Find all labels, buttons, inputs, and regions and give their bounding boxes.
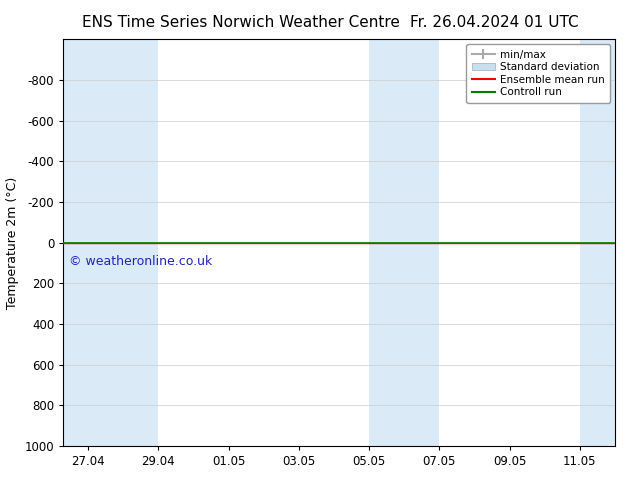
Bar bbox=[369, 39, 439, 446]
Bar bbox=[580, 39, 615, 446]
Text: ENS Time Series Norwich Weather Centre: ENS Time Series Norwich Weather Centre bbox=[82, 15, 400, 30]
Text: © weatheronline.co.uk: © weatheronline.co.uk bbox=[69, 255, 212, 268]
Legend: min/max, Standard deviation, Ensemble mean run, Controll run: min/max, Standard deviation, Ensemble me… bbox=[467, 45, 610, 102]
Text: Fr. 26.04.2024 01 UTC: Fr. 26.04.2024 01 UTC bbox=[410, 15, 579, 30]
Y-axis label: Temperature 2m (°C): Temperature 2m (°C) bbox=[6, 176, 19, 309]
Bar bbox=[63, 39, 158, 446]
